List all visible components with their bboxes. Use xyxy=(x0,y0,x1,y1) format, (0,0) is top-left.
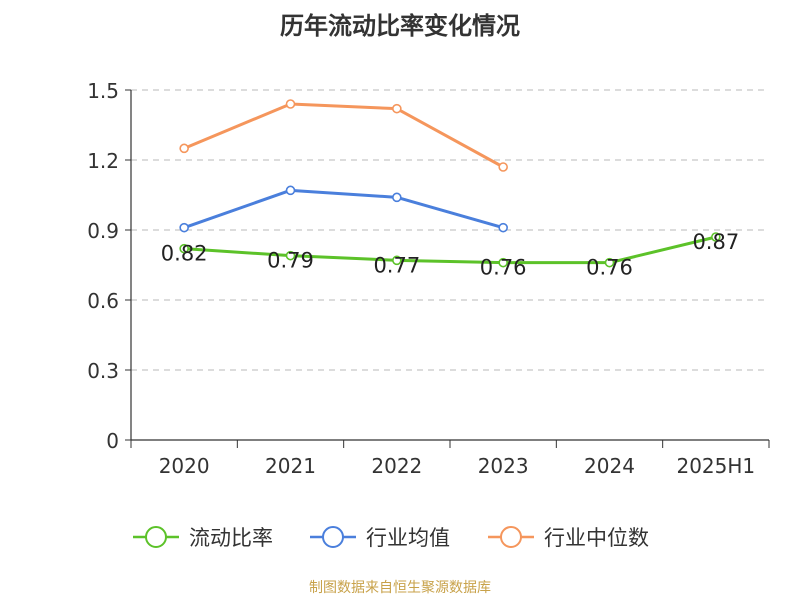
legend-label: 行业中位数 xyxy=(544,526,649,550)
x-tick-label: 2024 xyxy=(584,454,635,478)
x-tick-label: 2021 xyxy=(265,454,316,478)
legend-marker xyxy=(322,526,344,548)
data-point xyxy=(179,222,189,233)
data-label: 0.87 xyxy=(692,230,739,254)
y-tick-label: 1.2 xyxy=(87,149,119,173)
data-point xyxy=(711,232,721,242)
y-tick-label: 0.3 xyxy=(87,359,119,383)
data-point xyxy=(285,250,296,261)
x-tick-label: 2020 xyxy=(159,454,210,478)
data-point xyxy=(392,255,402,266)
data-label: 0.82 xyxy=(161,242,208,266)
data-source-note: 制图数据来自恒生聚源数据库 xyxy=(309,580,491,596)
y-tick-label: 0 xyxy=(106,429,119,453)
data-point xyxy=(285,185,296,196)
data-label: 0.77 xyxy=(373,253,420,277)
data-point xyxy=(604,257,615,268)
data-label: 0.79 xyxy=(267,249,314,273)
data-point xyxy=(285,99,296,109)
data-point xyxy=(179,243,189,254)
chart-title: 历年流动比率变化情况 xyxy=(280,12,520,40)
data-point xyxy=(498,257,508,268)
data-point xyxy=(498,162,508,172)
series-line xyxy=(183,102,504,169)
data-label: 0.76 xyxy=(480,256,527,280)
x-tick-label: 2025H1 xyxy=(676,454,755,478)
y-tick-label: 1.5 xyxy=(87,79,119,103)
data-point xyxy=(498,222,508,233)
series-line xyxy=(184,235,717,265)
series-line xyxy=(183,188,504,230)
x-tick-label: 2022 xyxy=(371,454,422,478)
data-point xyxy=(392,192,402,203)
legend-label: 行业均值 xyxy=(366,526,450,550)
data-point xyxy=(392,103,402,114)
y-tick-label: 0.6 xyxy=(87,289,119,313)
y-tick-label: 0.9 xyxy=(87,219,119,243)
data-point xyxy=(179,143,189,154)
data-label: 0.76 xyxy=(586,256,633,280)
legend-label: 流动比率 xyxy=(189,526,273,550)
legend-marker xyxy=(500,526,522,548)
legend-marker xyxy=(145,526,167,548)
x-tick-label: 2023 xyxy=(478,454,529,478)
